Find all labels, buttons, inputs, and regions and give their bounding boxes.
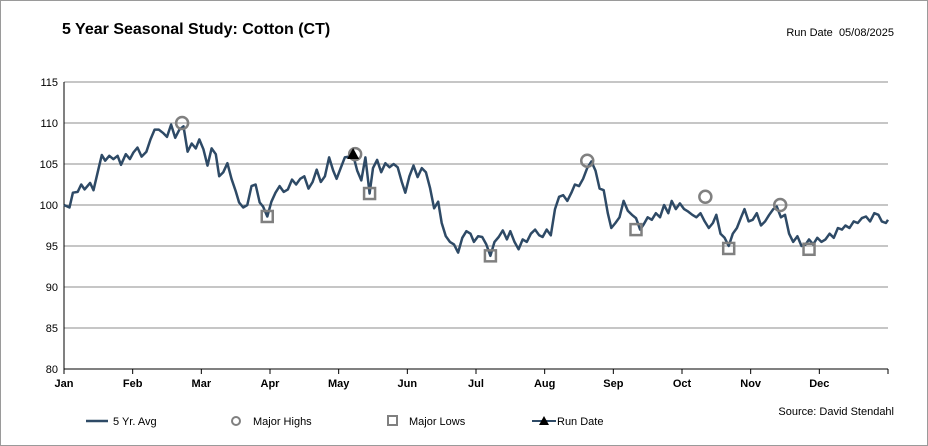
y-tick-label: 115 — [40, 77, 58, 89]
y-tick-label: 90 — [46, 282, 58, 294]
source-label: Source: David Stendahl — [778, 406, 894, 418]
major-low-marker — [483, 249, 498, 263]
chart-title: 5 Year Seasonal Study: Cotton (CT) — [62, 21, 331, 38]
y-tick-label: 105 — [40, 159, 58, 171]
x-tick-label: Feb — [123, 378, 143, 390]
y-tick-label: 85 — [46, 323, 58, 335]
major-low-marker — [362, 186, 377, 201]
legend-lows-label: Major Lows — [409, 416, 466, 428]
legend-run-swatch-marker — [539, 416, 549, 425]
major-high-marker — [347, 146, 363, 162]
x-axis: Jan Feb Mar Apr May Jun Jul Aug Sep Oct Nov Dec — [55, 369, 889, 390]
major-high-marker — [174, 115, 190, 131]
y-tick-label: 80 — [46, 364, 58, 376]
legend-avg-label: 5 Yr. Avg — [113, 416, 157, 428]
major-low-marker — [721, 241, 736, 256]
major-low-marker — [802, 242, 816, 257]
major-high-marker — [579, 153, 595, 168]
run-date-marker — [347, 147, 360, 159]
x-tick-label: May — [328, 378, 350, 390]
y-tick-label: 100 — [40, 200, 58, 212]
run-date-caption: Run Date — [786, 27, 833, 39]
major-high-marker — [772, 197, 788, 213]
x-tick-label: Sep — [603, 378, 623, 390]
legend-run-label: Run Date — [557, 416, 603, 428]
y-axis: 80 85 90 95 100 105 110 115 — [40, 77, 65, 376]
plot-area — [63, 123, 890, 258]
series-line-5yr-avg — [63, 123, 890, 258]
x-tick-label: Jul — [468, 378, 484, 390]
legend-lows-swatch — [387, 415, 398, 426]
legend-highs-swatch — [231, 416, 241, 426]
x-tick-label: Jun — [398, 378, 418, 390]
x-tick-label: Aug — [534, 378, 555, 390]
x-tick-label: Mar — [192, 378, 212, 390]
x-tick-label: Apr — [261, 378, 281, 390]
legend: 5 Yr. Avg Major Highs Major Lows Run Dat… — [86, 415, 603, 428]
legend-highs-label: Major Highs — [253, 416, 312, 428]
y-tick-label: 95 — [46, 241, 58, 253]
run-date-label: Run Date 05/08/2025 — [786, 27, 894, 39]
run-date-value: 05/08/2025 — [838, 27, 894, 39]
x-tick-label: Oct — [673, 378, 692, 390]
major-low-marker — [260, 209, 275, 224]
x-tick-label: Nov — [740, 378, 762, 390]
x-tick-label: Dec — [809, 378, 829, 390]
major-low-marker — [629, 222, 643, 237]
markers — [174, 115, 816, 263]
x-tick-label: Jan — [55, 378, 74, 390]
y-tick-label: 110 — [40, 118, 58, 130]
major-high-marker — [698, 189, 713, 205]
